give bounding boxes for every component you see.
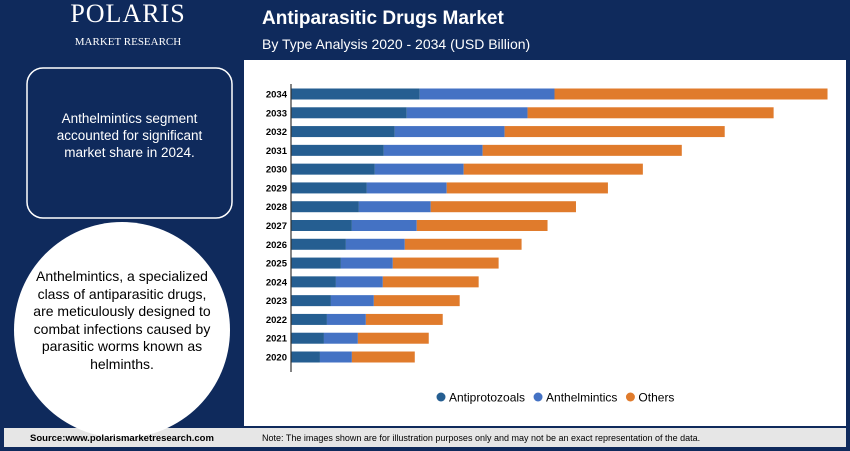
bar-segment <box>351 351 415 363</box>
bar-segment <box>330 295 374 307</box>
bar-segment <box>319 351 352 363</box>
bar-segment <box>291 238 346 250</box>
bar-segment <box>394 126 505 138</box>
bar-segment <box>357 332 429 344</box>
chart-title: Antiparasitic Drugs Market <box>262 8 504 29</box>
legend-marker <box>625 392 635 402</box>
bar-segment <box>326 313 366 325</box>
y-tick-label: 2023 <box>266 296 287 307</box>
bar-segment <box>351 220 417 231</box>
bar-segment <box>374 163 464 175</box>
y-tick-label: 2033 <box>266 108 287 119</box>
bar-segment <box>406 107 528 119</box>
y-tick-label: 2029 <box>266 183 287 194</box>
bar-segment <box>291 220 352 231</box>
bar-segment <box>373 295 460 307</box>
bar-segment <box>291 313 327 325</box>
bar-segment <box>291 276 336 288</box>
bar-segment <box>291 88 420 100</box>
y-tick-label: 2030 <box>266 165 287 176</box>
bar-segment <box>291 107 407 119</box>
bar-segment <box>291 257 341 269</box>
bar-segment <box>323 332 358 344</box>
logo-name: POLARIS <box>70 0 185 28</box>
callout-text: Anthelmintics segment accounted for sign… <box>56 111 203 160</box>
bar-segment <box>291 295 331 307</box>
legend-marker <box>436 392 446 402</box>
bar-segment <box>404 238 522 250</box>
legend-marker <box>533 392 543 402</box>
bar-segment <box>446 182 608 194</box>
footer-source: Source:www.polarismarketresearch.com <box>30 433 214 444</box>
y-tick-label: 2034 <box>266 90 288 101</box>
bar-segment <box>291 332 324 344</box>
legend-label: Anthelmintics <box>546 391 617 405</box>
bar-segment <box>366 182 447 194</box>
bar-segment <box>504 126 725 138</box>
bar-segment <box>291 201 359 213</box>
bar-segment <box>463 163 643 175</box>
bar-segment <box>340 257 393 269</box>
description-text: Anthelmintics, a specialized class of an… <box>33 268 211 372</box>
legend-label: Antiprotozoals <box>449 391 525 405</box>
bar-segment <box>345 238 405 250</box>
y-tick-label: 2031 <box>266 146 288 157</box>
y-tick-label: 2025 <box>266 259 288 270</box>
y-tick-label: 2022 <box>266 315 287 326</box>
bar-segment <box>358 201 431 213</box>
bar-segment <box>554 88 828 100</box>
bar-segment <box>419 88 555 100</box>
bar-segment <box>291 182 367 194</box>
footer-note: Note: The images shown are for illustrat… <box>262 433 700 443</box>
logo-tagline: MARKET RESEARCH <box>75 36 182 48</box>
bar-segment <box>383 144 483 156</box>
y-tick-label: 2028 <box>266 202 287 213</box>
bar-segment <box>365 313 443 325</box>
y-tick-label: 2027 <box>266 221 287 232</box>
y-tick-label: 2021 <box>266 334 288 345</box>
chart-subtitle: By Type Analysis 2020 - 2034 (USD Billio… <box>262 36 530 52</box>
y-tick-label: 2032 <box>266 127 287 138</box>
bar-segment <box>430 201 576 213</box>
callout-box <box>26 67 233 219</box>
bar-segment <box>482 144 682 156</box>
footer-bar <box>4 428 846 447</box>
bar-segment <box>291 144 384 156</box>
bar-segment <box>392 257 499 269</box>
y-tick-label: 2024 <box>266 277 288 288</box>
bar-segment <box>527 107 774 119</box>
bar-segment <box>416 220 548 231</box>
bar-segment <box>291 351 320 363</box>
bar-segment <box>291 163 375 175</box>
description-circle <box>14 222 230 438</box>
legend-label: Others <box>638 391 674 405</box>
bar-segment <box>291 126 395 138</box>
bar-segment <box>335 276 383 288</box>
y-tick-label: 2026 <box>266 240 287 251</box>
y-tick-label: 2020 <box>266 353 287 364</box>
bar-segment <box>382 276 479 288</box>
